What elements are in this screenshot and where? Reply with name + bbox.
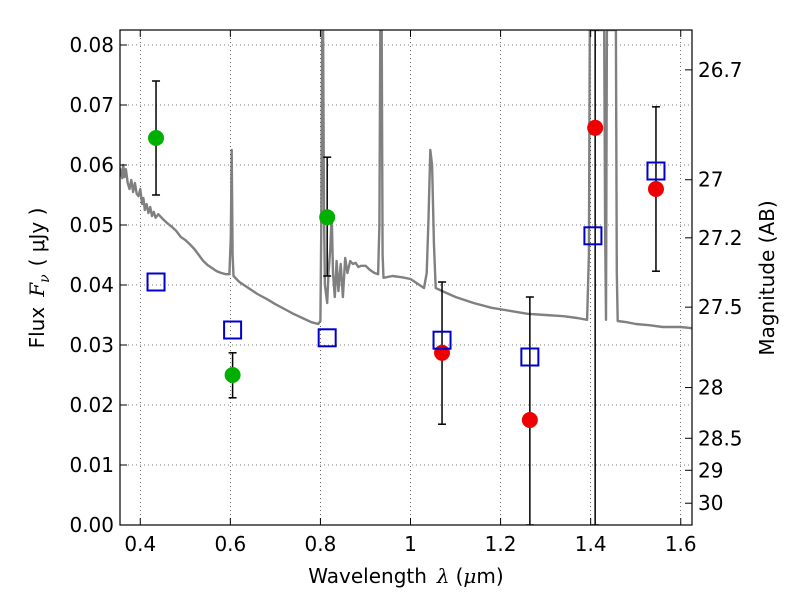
y2-axis-label: Magnitude (AB) (755, 200, 779, 355)
y-tick-label: 0.07 (69, 93, 114, 117)
x-tick-label: 1.2 (485, 532, 517, 556)
photometry-point (319, 209, 336, 226)
y2-tick-label: 27.2 (698, 226, 743, 250)
photometry-point (587, 119, 604, 136)
markers-layer (146, 119, 666, 428)
y-tick-label: 0.02 (69, 393, 114, 417)
y2-tick-label: 30 (698, 491, 723, 515)
photometry-point (434, 344, 451, 361)
x-tick-label: 0.6 (214, 532, 246, 556)
photometry-point (148, 130, 165, 146)
y-tick-label: 0.05 (69, 213, 114, 237)
x-tick-label: 1 (404, 532, 417, 556)
y2-tick-label: 27 (698, 168, 723, 192)
x-tick-label: 0.8 (305, 532, 337, 556)
y-tick-label: 0.00 (69, 513, 114, 537)
photometry-point (521, 412, 538, 428)
model-synthetic-point (432, 330, 452, 350)
model-synthetic-point (317, 328, 337, 348)
axis-ticks (120, 30, 692, 526)
x-tick-label: 1.4 (575, 532, 607, 556)
model-synthetic-point (223, 320, 243, 340)
y2-tick-label: 28.5 (698, 426, 743, 450)
model-synthetic-point (646, 161, 666, 181)
y-tick-label: 0.08 (69, 33, 114, 57)
y2-tick-label: 29 (698, 458, 723, 482)
y-tick-label: 0.04 (69, 273, 114, 297)
photometry-point (647, 181, 664, 197)
model-synthetic-point (146, 272, 166, 292)
y-tick-label: 0.03 (69, 333, 114, 357)
axis-tick-labels: 0.4 0.6 0.8 1 1.2 1.4 1.6 0.00 0.01 0.02 0.03 0.04 0… (69, 33, 742, 556)
y-axis-label: FluxFν( μJy ) (25, 208, 53, 349)
y-tick-label: 0.01 (69, 453, 114, 477)
grid-lines (120, 30, 692, 525)
y-tick-label: 0.06 (69, 153, 114, 177)
x-axis-label: Wavelength λ (μm) (308, 564, 503, 588)
model-spectrum-line (120, 30, 692, 330)
model-synthetic-point (583, 226, 603, 246)
plot-frame (119, 29, 693, 526)
x-tick-label: 1.6 (665, 532, 697, 556)
model-synthetic-point (520, 347, 540, 367)
plot-area (120, 30, 692, 525)
x-tick-label: 0.4 (124, 532, 156, 556)
model-spectrum-layer (120, 30, 692, 330)
y2-tick-label: 27.5 (698, 295, 743, 319)
y2-tick-label: 28 (698, 376, 723, 400)
y2-tick-label: 26.7 (698, 58, 743, 82)
photometry-point (224, 367, 241, 383)
